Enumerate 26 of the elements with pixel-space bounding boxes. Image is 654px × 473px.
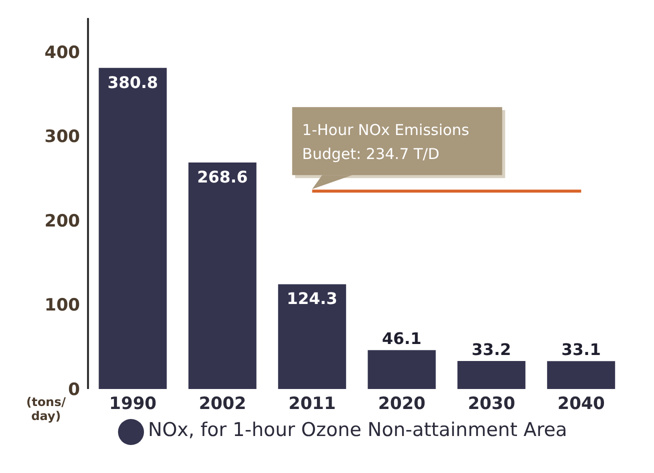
bar [188, 162, 256, 389]
data-label: 33.2 [472, 340, 512, 360]
y-axis-title: (tons/ day) [26, 395, 66, 423]
x-tick-label: 2002 [198, 394, 246, 414]
data-label: 124.3 [286, 289, 338, 308]
legend-label: NOx, for 1-hour Ozone Non-attainment Area [148, 419, 568, 442]
y-tick-label: 300 [44, 127, 80, 148]
bar [457, 361, 526, 389]
x-tick-label: 2020 [378, 394, 426, 414]
x-tick-label: 2040 [558, 394, 605, 414]
bar [98, 68, 167, 389]
bar [368, 350, 436, 389]
data-label: 33.1 [561, 340, 601, 360]
x-tick-label: 1990 [109, 394, 157, 414]
data-label: 268.6 [197, 168, 248, 187]
ref-line-label: 1-Hour NOx Emissions Budget: 234.7 T/D [302, 121, 470, 164]
y-tick-label: 200 [44, 211, 80, 232]
y-tick-label: 400 [44, 42, 80, 63]
data-label: 380.8 [107, 72, 158, 92]
bar [278, 284, 346, 389]
y-tick-label: 0 [68, 380, 80, 400]
x-tick-label: 2011 [288, 394, 336, 414]
data-label: 46.1 [382, 329, 422, 348]
bar [547, 361, 616, 389]
x-tick-label: 2030 [468, 394, 516, 414]
y-tick-label: 100 [44, 296, 80, 316]
